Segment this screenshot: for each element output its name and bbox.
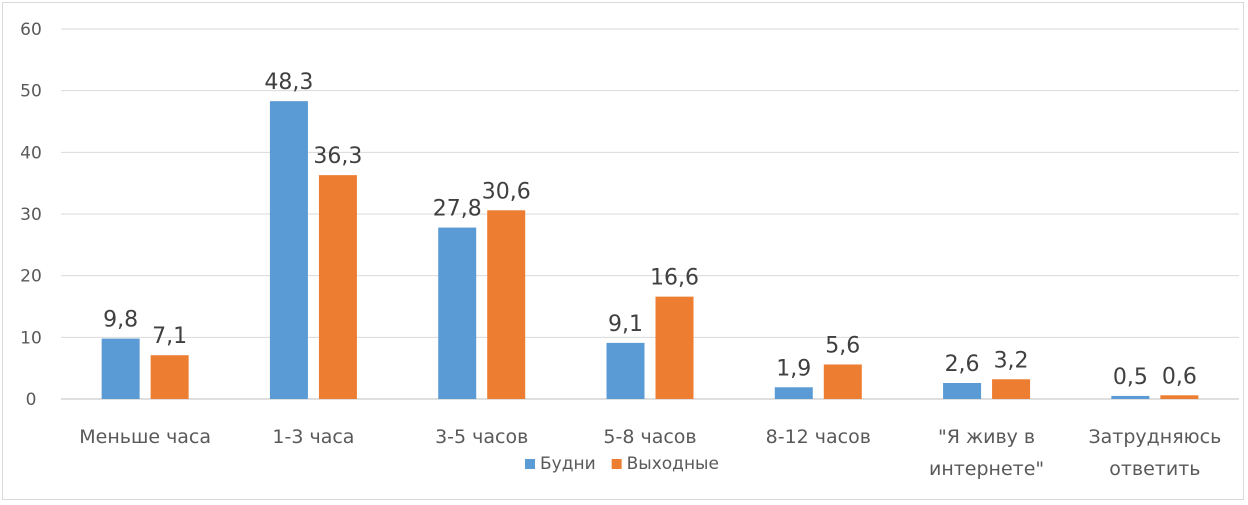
legend: Будни Выходные [525, 454, 719, 474]
x-category-label: интернете" [929, 458, 1044, 480]
data-label: 3,2 [994, 348, 1029, 373]
y-axis-ticks: 0 10 20 30 40 50 60 [20, 20, 42, 410]
bar-weekdays [269, 101, 308, 400]
data-label: 1,9 [776, 356, 811, 381]
x-category-label: ответить [1109, 458, 1200, 480]
legend-swatch [525, 459, 535, 469]
bar-weekdays [101, 338, 140, 399]
bar-weekends [487, 210, 526, 399]
y-tick-label: 30 [20, 205, 42, 225]
data-label: 2,6 [945, 352, 980, 377]
data-label: 27,8 [433, 197, 482, 222]
x-category-label: 3-5 часов [435, 426, 528, 448]
bar-weekends [823, 364, 862, 399]
bar-weekends [318, 175, 357, 399]
x-axis-categories: Меньше часа 1-3 часа 3-5 часов 5-8 часов 8-1… [79, 426, 1221, 480]
data-label: 0,5 [1113, 365, 1148, 390]
x-category-label: 8-12 часов [766, 426, 871, 448]
y-tick-label: 40 [20, 143, 42, 163]
legend-swatch [611, 459, 622, 469]
bar-weekdays [606, 342, 645, 399]
y-tick-label: 0 [26, 390, 37, 410]
bar-chart: 0 10 20 30 40 50 60 9,8 48,3 27,8 9,1 1,9 2,6 0,5 7,1… [20, 20, 1239, 480]
x-category-label: 1-3 часа [272, 426, 354, 448]
data-label: 36,3 [313, 144, 362, 169]
x-category-label: "Я живу в [938, 426, 1035, 448]
data-label: 7,1 [152, 324, 187, 349]
bar-weekdays [774, 387, 813, 399]
data-label: 5,6 [825, 333, 860, 358]
legend-label: Будни [540, 454, 596, 474]
bar-weekdays [943, 382, 982, 399]
bar-weekends [992, 379, 1031, 399]
data-label: 30,6 [482, 179, 531, 204]
legend-label: Выходные [627, 454, 719, 474]
bar-weekends [1160, 395, 1199, 399]
data-label: 9,1 [608, 312, 643, 337]
bar-weekends [150, 355, 189, 399]
bar-weekdays [1111, 395, 1150, 399]
data-label: 0,6 [1162, 364, 1197, 389]
data-labels: 9,8 48,3 27,8 9,1 1,9 2,6 0,5 7,1 36,3 30,6 16,6 5,… [103, 70, 1197, 390]
y-tick-label: 50 [20, 82, 42, 102]
y-tick-label: 10 [20, 328, 42, 348]
bars [101, 101, 1199, 400]
x-category-label: Меньше часа [79, 426, 211, 448]
bar-weekdays [438, 227, 477, 399]
y-tick-label: 60 [20, 20, 42, 40]
x-category-label: Затрудняюсь [1088, 426, 1221, 448]
bar-weekends [655, 296, 694, 399]
data-label: 9,8 [103, 308, 138, 333]
y-tick-label: 20 [20, 267, 42, 287]
x-category-label: 5-8 часов [603, 426, 696, 448]
gridlines [61, 28, 1239, 400]
data-label: 16,6 [650, 266, 699, 291]
data-label: 48,3 [264, 70, 313, 95]
